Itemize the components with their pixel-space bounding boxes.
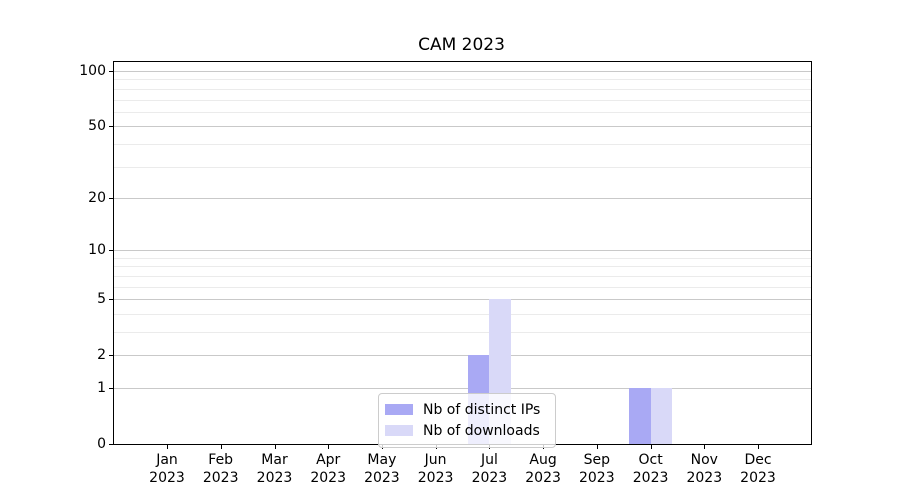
- gridline-major: [114, 197, 811, 199]
- y-tick-label: 0: [97, 436, 106, 452]
- x-tick-label: Mar 2023: [245, 451, 305, 487]
- y-tick: [109, 250, 113, 252]
- x-tick: [328, 445, 330, 449]
- y-tick: [109, 444, 113, 445]
- gridline-minor: [114, 79, 811, 81]
- x-tick: [758, 445, 759, 449]
- x-tick: [596, 445, 598, 449]
- x-tick-year: 2023: [256, 470, 293, 486]
- bar: [629, 388, 651, 444]
- x-tick-year: 2023: [632, 470, 669, 486]
- x-tick-month: Aug: [529, 452, 557, 468]
- x-tick-label: Dec 2023: [728, 451, 788, 487]
- y-tick-label: 10: [88, 242, 106, 259]
- gridline-minor: [114, 257, 811, 259]
- gridline-major: [114, 250, 811, 252]
- x-tick-month: Oct: [638, 452, 663, 468]
- x-tick-label: Jul 2023: [459, 451, 519, 487]
- x-tick-label: Jun 2023: [406, 451, 466, 487]
- gridline-major: [114, 71, 811, 72]
- gridline-minor: [114, 266, 811, 268]
- x-tick-month: Jan: [156, 452, 178, 468]
- y-tick-label: 50: [88, 118, 106, 135]
- x-tick-label: Feb 2023: [191, 451, 251, 487]
- x-tick-year: 2023: [525, 470, 561, 486]
- gridline-major: [114, 299, 811, 301]
- x-tick-year: 2023: [364, 470, 400, 486]
- y-tick-label: 20: [88, 189, 106, 206]
- chart-title: CAM 2023: [418, 35, 505, 55]
- x-tick-month: Apr: [316, 452, 341, 468]
- x-tick-label: Oct 2023: [621, 451, 681, 487]
- legend-label-distinct-ips: Nb of distinct IPs: [423, 401, 541, 418]
- gridline-minor: [114, 111, 811, 113]
- x-tick-year: 2023: [740, 470, 776, 486]
- x-tick-year: 2023: [310, 470, 346, 486]
- x-tick-year: 2023: [578, 470, 615, 486]
- gridline-major: [114, 126, 811, 128]
- x-tick-month: Jul: [480, 452, 498, 468]
- y-tick-label: 100: [79, 63, 106, 79]
- x-tick-label: Apr 2023: [298, 451, 358, 487]
- y-tick: [109, 355, 113, 357]
- legend: Nb of distinct IPs Nb of downloads: [378, 393, 556, 448]
- x-tick-year: 2023: [149, 470, 185, 486]
- x-tick: [650, 445, 652, 449]
- x-tick-year: 2023: [686, 470, 723, 486]
- x-tick: [274, 445, 276, 449]
- x-tick: [167, 445, 168, 449]
- gridline-minor: [114, 88, 811, 90]
- x-tick-month: Dec: [744, 452, 772, 468]
- x-tick-month: Sep: [583, 452, 610, 468]
- gridline-major: [114, 355, 811, 357]
- x-tick-year: 2023: [471, 470, 508, 486]
- legend-item-distinct-ips: Nb of distinct IPs: [385, 399, 547, 420]
- gridline-minor: [114, 143, 811, 145]
- x-tick-month: Feb: [208, 452, 234, 468]
- gridline-major: [114, 388, 811, 389]
- gridline-minor: [114, 332, 811, 333]
- x-tick-month: May: [367, 452, 397, 468]
- x-tick-label: Jan 2023: [137, 451, 197, 487]
- gridline-minor: [114, 286, 811, 288]
- gridline-minor: [114, 99, 811, 101]
- y-tick-label: 5: [97, 291, 106, 308]
- gridline-minor: [114, 166, 811, 168]
- x-tick-label: Aug 2023: [513, 451, 573, 487]
- x-tick-month: Nov: [690, 452, 718, 468]
- legend-swatch-downloads: [385, 425, 413, 436]
- plot-area: Nb of distinct IPs Nb of downloads 0 1 2 5 1…: [79, 61, 812, 486]
- gridline-minor: [114, 275, 811, 277]
- x-tick-month: Jun: [424, 452, 447, 468]
- x-tick-month: Mar: [261, 452, 288, 468]
- y-tick-label: 2: [97, 347, 106, 364]
- legend-item-downloads: Nb of downloads: [385, 420, 547, 441]
- x-tick: [704, 445, 706, 449]
- x-tick-label: Sep 2023: [567, 451, 627, 487]
- y-tick: [109, 197, 113, 199]
- y-tick: [109, 126, 113, 128]
- y-tick: [109, 388, 113, 389]
- x-tick-year: 2023: [417, 470, 454, 486]
- x-tick-label: May 2023: [352, 451, 412, 487]
- x-tick-label: Nov 2023: [674, 451, 734, 487]
- y-tick-label: 1: [97, 380, 106, 396]
- y-tick: [109, 299, 113, 301]
- x-tick: [220, 445, 222, 449]
- legend-label-downloads: Nb of downloads: [423, 422, 540, 439]
- gridline-minor: [114, 313, 811, 315]
- legend-swatch-distinct-ips: [385, 404, 413, 415]
- bar: [650, 388, 673, 444]
- y-tick: [109, 71, 113, 72]
- x-tick-year: 2023: [202, 470, 239, 486]
